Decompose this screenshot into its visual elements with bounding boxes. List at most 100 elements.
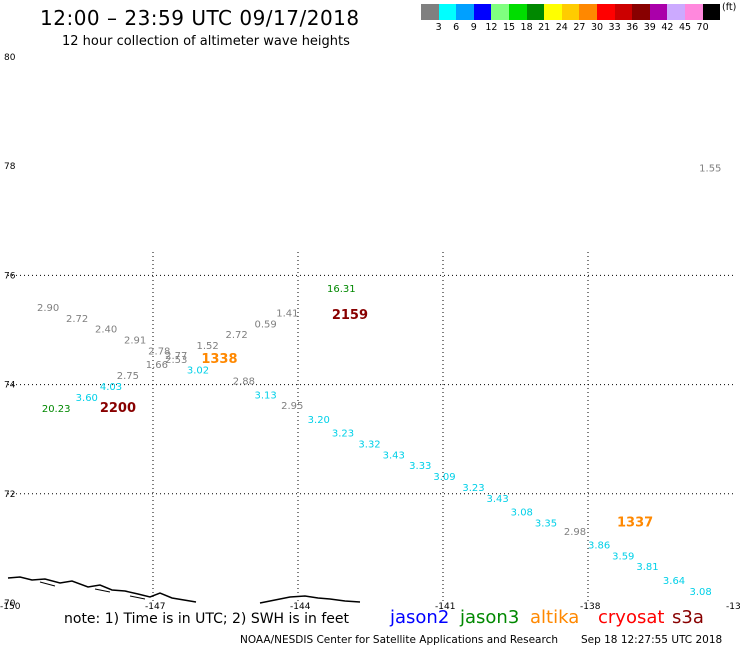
wave-height-label: 2.72 <box>66 314 88 325</box>
legend-label: 15 <box>502 22 516 33</box>
coastline-islands <box>39 581 146 600</box>
x-tick-label: -138 <box>580 602 601 612</box>
wave-height-label: 3.35 <box>535 519 557 530</box>
wave-height-label: 4.03 <box>100 382 122 393</box>
legend-label: 12 <box>485 22 498 33</box>
y-tick-label: 72 <box>4 490 15 500</box>
x-tick-label: -150 <box>0 602 21 612</box>
legend-swatch <box>438 4 457 20</box>
legend-swatches <box>421 4 721 20</box>
wave-height-label: 1.66 <box>146 360 168 371</box>
x-tick-label: -144 <box>290 602 311 612</box>
sat-label-jason3: jason3 <box>460 607 520 628</box>
legend-swatch <box>526 4 545 20</box>
wave-height-label: 3.08 <box>690 587 712 598</box>
wave-height-label: 3.23 <box>462 483 484 494</box>
wave-height-label: 2.91 <box>124 336 146 347</box>
legend-label: 39 <box>643 22 656 33</box>
wave-height-label: 20.23 <box>42 404 71 415</box>
wave-height-label: 3.02 <box>187 366 209 377</box>
legend-label: 70 <box>696 22 709 33</box>
x-tick-label: -141 <box>435 602 455 612</box>
legend-label: 21 <box>538 22 551 33</box>
wave-height-label: 3.08 <box>511 508 533 519</box>
pass-time-label: 2200 <box>100 401 136 416</box>
legend-swatch <box>614 4 633 20</box>
wave-height-label: 3.64 <box>663 576 685 587</box>
legend-swatch <box>579 4 597 20</box>
wave-height-label: 3.32 <box>358 439 380 450</box>
wave-height-label: 2.95 <box>281 401 303 412</box>
map-title: 12:00 – 23:59 UTC 09/17/2018 <box>40 6 360 30</box>
legend-label: 45 <box>678 22 692 33</box>
legend-unit: (ft) <box>722 2 737 13</box>
legend-label: 27 <box>573 22 586 33</box>
wave-height-label: 3.13 <box>255 390 277 401</box>
color-legend: 3 6 9 12 15 18 21 24 27 30 33 36 39 42 45 70 <box>421 4 721 34</box>
legend-label: 9 <box>470 22 477 33</box>
coastline-west <box>7 576 197 603</box>
legend-swatch <box>456 4 474 20</box>
wave-height-label: 2.72 <box>226 330 248 341</box>
x-tick-label: -13 <box>726 602 740 612</box>
generated-timestamp: Sep 18 12:27:55 UTC 2018 <box>581 634 723 646</box>
legend-swatch <box>702 4 721 20</box>
legend-labels: 3 6 9 12 15 18 21 24 27 30 33 36 39 42 45 70 <box>421 20 720 34</box>
legend-swatch <box>544 4 562 20</box>
pass-time-label: 1337 <box>617 516 653 531</box>
legend-label: 18 <box>520 22 533 33</box>
legend-label: 36 <box>626 22 639 33</box>
coastline-east <box>259 595 361 604</box>
legend-swatch <box>561 4 580 20</box>
legend-swatch <box>473 4 492 20</box>
credit-line: NOAA/NESDIS Center for Satellite Applica… <box>240 634 558 646</box>
wave-height-label: 3.81 <box>636 562 658 573</box>
legend-swatch <box>632 4 650 20</box>
y-tick-label: 76 <box>4 271 16 281</box>
pass-time-label: 2159 <box>332 308 368 323</box>
legend-label: 6 <box>453 22 460 33</box>
legend-label: 3 <box>435 22 442 33</box>
wave-height-label: 3.86 <box>588 540 610 551</box>
footnote: note: 1) Time is in UTC; 2) SWH is in fe… <box>64 611 350 627</box>
legend-label: 42 <box>661 22 674 33</box>
legend-label: 33 <box>608 22 621 33</box>
y-tick-label: 70 <box>4 599 16 609</box>
legend-swatch <box>508 4 527 20</box>
wave-height-label: 2.98 <box>564 527 586 538</box>
wave-height-label: 3.20 <box>308 415 330 426</box>
wave-height-label: 1.41 <box>276 308 298 319</box>
wave-height-label: 1.52 <box>197 341 219 352</box>
sat-label-s3a: s3a <box>672 607 704 628</box>
wave-height-label: 2.75 <box>117 371 139 382</box>
y-tick-label: 78 <box>4 162 16 172</box>
wave-height-label: 3.09 <box>433 472 455 483</box>
sat-label-altika: altika <box>530 607 580 628</box>
wave-height-label: 1.55 <box>699 164 721 175</box>
wave-height-label: 3.33 <box>409 461 431 472</box>
wave-height-label: 0.59 <box>255 319 277 330</box>
wave-height-label: 3.43 <box>487 494 509 505</box>
wave-height-label: 3.23 <box>332 428 354 439</box>
x-tick-label: -147 <box>145 602 165 612</box>
wave-height-label: 16.31 <box>327 284 356 295</box>
wave-height-label: 2.40 <box>95 325 117 336</box>
wave-height-label: 3.59 <box>612 551 634 562</box>
wave-height-label: 2.53 <box>165 355 187 366</box>
wave-height-label: 2.78 <box>148 347 170 358</box>
legend-swatch <box>649 4 668 20</box>
legend-swatch <box>596 4 615 20</box>
wave-height-label: 2.77 <box>165 351 187 362</box>
legend-swatch <box>491 4 509 20</box>
pass-time-label: 1338 <box>201 352 237 367</box>
legend-swatch <box>667 4 685 20</box>
sat-label-jason2: jason2 <box>390 607 450 628</box>
wave-height-label: 2.90 <box>37 303 59 314</box>
wave-height-label: 2.88 <box>233 377 255 388</box>
legend-label: 30 <box>590 22 604 33</box>
y-tick-label: 80 <box>4 53 16 63</box>
map-subtitle: 12 hour collection of altimeter wave hei… <box>62 34 350 49</box>
sat-label-cryosat: cryosat <box>598 607 665 628</box>
wave-height-label: 3.60 <box>76 393 98 404</box>
